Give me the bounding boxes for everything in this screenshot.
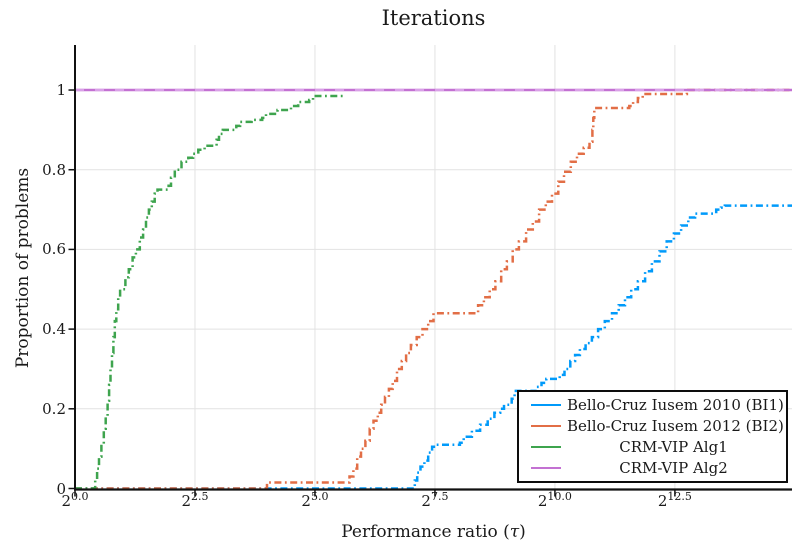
y-tick-label: 0.4 — [42, 320, 66, 339]
legend-line-sample — [531, 466, 561, 469]
legend-line-sample — [531, 404, 561, 407]
legend-line-sample — [531, 425, 561, 428]
y-tick-label: 0.6 — [42, 240, 66, 259]
x-tick-exponent: 12.5 — [667, 490, 692, 503]
legend-item-label: Bello-Cruz Iusem 2010 (BI1) — [567, 396, 784, 415]
y-axis-label: Proportion of problems — [13, 167, 33, 369]
x-tick-label: 27.5 — [421, 490, 449, 510]
legend-item-label: Bello-Cruz Iusem 2012 (BI2) — [567, 417, 784, 436]
x-tick-base: 2 — [537, 492, 548, 510]
legend-item-label: CRM-VIP Alg2 — [619, 458, 728, 477]
x-tick-exponent: 2.5 — [190, 490, 209, 503]
legend: Bello-Cruz Iusem 2010 (BI1) Bello-Cruz Iu… — [517, 390, 788, 483]
legend-item: CRM-VIP Alg1 — [523, 437, 780, 458]
x-tick-label: 20.0 — [61, 490, 89, 510]
chart-title: Iterations — [381, 6, 486, 30]
x-tick-label: 22.5 — [181, 490, 209, 510]
x-tick-label: 210.0 — [537, 490, 572, 510]
legend-line-sample — [531, 445, 561, 448]
legend-item: Bello-Cruz Iusem 2012 (BI2) — [523, 416, 784, 437]
x-tick-label: 212.5 — [657, 490, 692, 510]
x-tick-base: 2 — [301, 492, 311, 510]
x-tick-base: 2 — [421, 492, 431, 510]
series-path-1 — [75, 204, 792, 490]
legend-item: Bello-Cruz Iusem 2010 (BI1) — [523, 395, 784, 416]
x-tick-label: 25.0 — [301, 490, 329, 510]
y-tick-label: 0 — [56, 479, 66, 498]
y-tick-label: 1 — [56, 81, 66, 100]
y-tick-label: 0.8 — [42, 160, 66, 179]
x-tick-base: 2 — [657, 492, 668, 510]
x-tick-exponent: 10.0 — [547, 490, 572, 503]
x-tick-base: 2 — [61, 492, 72, 510]
legend-item: CRM-VIP Alg2 — [523, 457, 780, 478]
tau-symbol: τ — [509, 522, 520, 542]
x-tick-base: 2 — [181, 492, 191, 510]
y-tick-label: 0.2 — [42, 399, 66, 418]
legend-item-label: CRM-VIP Alg1 — [619, 437, 728, 456]
x-axis-label: Performance ratio (τ) — [75, 522, 792, 542]
x-tick-exponent: 7.5 — [430, 490, 449, 503]
x-tick-exponent: 5.0 — [310, 490, 329, 503]
x-axis-label-suffix: ) — [519, 522, 526, 542]
x-axis-label-prefix: Performance ratio ( — [341, 522, 510, 542]
series-path-2 — [75, 88, 792, 490]
series-path-3 — [75, 94, 344, 490]
x-tick-exponent: 0.0 — [71, 490, 89, 503]
